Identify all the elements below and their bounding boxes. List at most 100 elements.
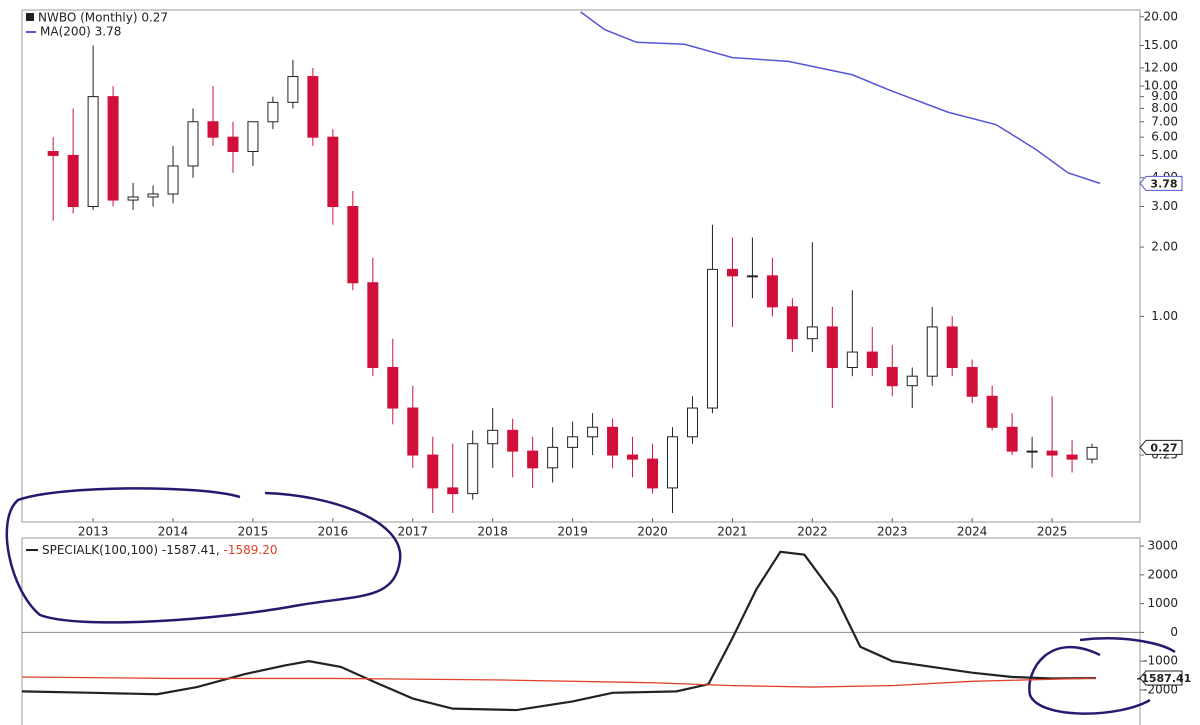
y-tick-label: 2.00 bbox=[1151, 240, 1178, 254]
y-tick-label: 6.00 bbox=[1151, 130, 1178, 144]
candle-body bbox=[1026, 450, 1038, 453]
candle-body bbox=[127, 196, 139, 201]
ma-line bbox=[580, 11, 1101, 185]
candle-body bbox=[686, 407, 698, 438]
candle-body bbox=[247, 121, 259, 152]
candle-body bbox=[367, 282, 379, 368]
candle-body bbox=[866, 351, 878, 368]
series-line bbox=[21, 676, 1097, 688]
chart-title: NWBO (Monthly) 0.27 bbox=[38, 11, 168, 25]
x-tick-label: 2014 bbox=[158, 525, 189, 539]
candle-body bbox=[846, 351, 858, 368]
candle-body bbox=[1066, 454, 1078, 460]
candle-body bbox=[946, 326, 958, 368]
candle-body bbox=[1086, 446, 1098, 460]
candle-body bbox=[47, 150, 59, 156]
last-price-label-box bbox=[1139, 439, 1183, 455]
legend-swatch bbox=[26, 13, 34, 21]
y-tick-label: 3.00 bbox=[1151, 199, 1178, 213]
y-tick-label: 20.00 bbox=[1144, 9, 1178, 23]
candle-body bbox=[427, 454, 439, 489]
y-tick-label: -2000 bbox=[1143, 682, 1178, 696]
candle-body bbox=[67, 154, 79, 208]
y-tick-label: 5.00 bbox=[1151, 148, 1178, 162]
candle-body bbox=[147, 193, 159, 198]
x-tick-label: 2018 bbox=[477, 525, 508, 539]
candle-body bbox=[667, 436, 679, 489]
indicator-legend-signal: -1589.20 bbox=[224, 543, 278, 557]
price-panel bbox=[21, 9, 1141, 523]
x-tick-label: 2019 bbox=[557, 525, 588, 539]
candle-body bbox=[87, 96, 99, 208]
last-indicator-label-box bbox=[1139, 670, 1183, 686]
candle-body bbox=[986, 395, 998, 428]
y-tick-label: 12.00 bbox=[1144, 60, 1178, 74]
indicator-legend: SPECIALK(100,100) -1587.41, -1589.20 bbox=[42, 543, 277, 557]
y-tick-label: 7.00 bbox=[1151, 114, 1178, 128]
annotation-circle bbox=[1028, 637, 1176, 715]
last-indicator-label: -1587.41 bbox=[1137, 672, 1192, 685]
candle-body bbox=[607, 426, 619, 456]
candle-body bbox=[107, 96, 119, 201]
y-tick-label: 8.00 bbox=[1151, 101, 1178, 115]
candle-body bbox=[1006, 426, 1018, 452]
y-tick-label: 1.00 bbox=[1151, 309, 1178, 323]
y-tick-label: 0 bbox=[1170, 625, 1178, 639]
candle-body bbox=[167, 165, 179, 195]
annotation-ellipse bbox=[5, 487, 402, 624]
candle-body bbox=[347, 206, 359, 284]
candle-body bbox=[926, 326, 938, 377]
ma-legend: MA(200) 3.78 bbox=[40, 25, 121, 39]
candle-body bbox=[227, 136, 239, 152]
candle-body bbox=[387, 366, 399, 409]
candle-body bbox=[187, 121, 199, 167]
series-line bbox=[21, 550, 1097, 712]
candle-body bbox=[327, 136, 339, 208]
x-tick-label: 2024 bbox=[957, 525, 988, 539]
ma-value-label-box bbox=[1139, 175, 1183, 191]
x-tick-label: 2022 bbox=[797, 525, 828, 539]
candle-body bbox=[886, 366, 898, 387]
x-tick-label: 2016 bbox=[318, 525, 349, 539]
candle-body bbox=[547, 446, 559, 469]
candle-body bbox=[966, 366, 978, 397]
candle-body bbox=[766, 275, 778, 308]
x-tick-label: 2013 bbox=[78, 525, 109, 539]
candle-body bbox=[507, 429, 519, 452]
candle-body bbox=[627, 454, 639, 460]
indicator-panel bbox=[21, 537, 1141, 725]
candle-body bbox=[567, 436, 579, 448]
x-tick-label: 2015 bbox=[238, 525, 269, 539]
candle-body bbox=[746, 275, 758, 278]
x-tick-label: 2025 bbox=[1037, 525, 1068, 539]
candle-body bbox=[207, 121, 219, 138]
candle-body bbox=[587, 426, 599, 438]
x-tick-label: 2020 bbox=[637, 525, 668, 539]
candle-body bbox=[467, 443, 479, 495]
y-tick-label: 9.00 bbox=[1151, 89, 1178, 103]
candle-body bbox=[706, 268, 718, 409]
candle-body bbox=[267, 101, 279, 123]
y-tick-label: -1000 bbox=[1143, 654, 1178, 668]
ma-value-label: 3.78 bbox=[1150, 177, 1177, 190]
candle-body bbox=[647, 458, 659, 489]
candle-body bbox=[726, 268, 738, 277]
y-tick-label: 1000 bbox=[1147, 596, 1178, 610]
candle-body bbox=[447, 487, 459, 495]
candle-body bbox=[806, 326, 818, 340]
candle-body bbox=[307, 76, 319, 138]
y-tick-label: 10.00 bbox=[1144, 79, 1178, 93]
x-tick-label: 2023 bbox=[877, 525, 908, 539]
candle-body bbox=[786, 306, 798, 340]
x-tick-label: 2017 bbox=[398, 525, 429, 539]
last-price-label: 0.27 bbox=[1150, 441, 1177, 454]
x-tick-label: 2021 bbox=[717, 525, 748, 539]
candle-body bbox=[287, 76, 299, 103]
candle-body bbox=[1046, 450, 1058, 456]
candle-body bbox=[527, 450, 539, 469]
indicator-legend-main: SPECIALK(100,100) -1587.41, bbox=[42, 543, 220, 557]
candle-body bbox=[487, 429, 499, 445]
y-tick-label: 3000 bbox=[1147, 539, 1178, 553]
candle-body bbox=[407, 407, 419, 456]
